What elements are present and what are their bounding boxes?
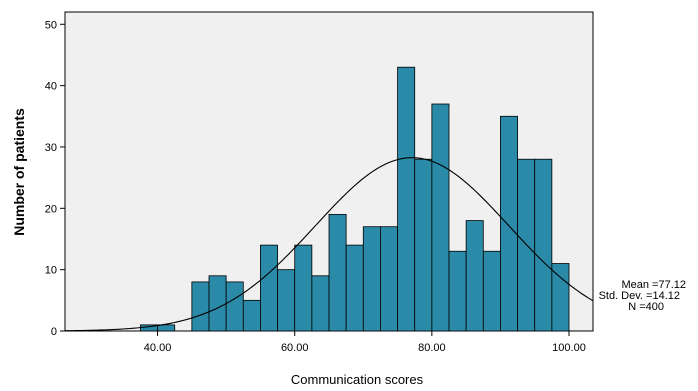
histogram-bar-9 bbox=[311, 275, 330, 332]
histogram-bar-17 bbox=[448, 250, 467, 332]
y-tick-label-1: 10 bbox=[45, 265, 57, 277]
histogram-bars bbox=[140, 66, 570, 332]
y-tick-label-5: 50 bbox=[45, 19, 57, 31]
histogram-bar-7 bbox=[277, 269, 296, 332]
x-axis-title: Communication scores bbox=[291, 372, 424, 387]
x-tick-label-0: 40.00 bbox=[144, 342, 172, 354]
histogram-bar-11 bbox=[345, 244, 364, 332]
y-tick-label-3: 30 bbox=[45, 142, 57, 154]
histogram-bar-20 bbox=[500, 115, 518, 332]
histogram-bar-3 bbox=[208, 275, 227, 332]
y-tick-label-4: 40 bbox=[45, 81, 57, 93]
histogram-bar-18 bbox=[465, 220, 484, 332]
histogram-bar-14 bbox=[397, 66, 416, 332]
histogram-bar-8 bbox=[294, 244, 313, 332]
x-axis: 40.00 60.00 80.00 100.00 bbox=[144, 331, 586, 354]
stat-mean: Mean =77.12 bbox=[621, 279, 686, 291]
y-tick-label-2: 20 bbox=[45, 203, 57, 215]
histogram-bar-12 bbox=[362, 226, 381, 332]
histogram-bar-5 bbox=[242, 299, 261, 332]
histogram-bar-10 bbox=[328, 214, 347, 332]
histogram-bar-13 bbox=[380, 226, 398, 332]
y-axis: 0 10 20 30 40 50 bbox=[45, 19, 65, 338]
histogram-bar-22 bbox=[534, 158, 553, 332]
x-tick-label-1: 60.00 bbox=[281, 342, 309, 354]
histogram-bar-2 bbox=[191, 281, 210, 332]
x-tick-label-3: 100.00 bbox=[552, 342, 586, 354]
stat-n: N =400 bbox=[628, 301, 664, 313]
x-tick-label-2: 80.00 bbox=[418, 342, 446, 354]
histogram-bar-6 bbox=[260, 244, 278, 332]
y-axis-title: Number of patients bbox=[11, 108, 27, 236]
histogram-bar-23 bbox=[551, 263, 570, 332]
histogram-bar-4 bbox=[225, 281, 244, 332]
histogram-bar-15 bbox=[414, 158, 433, 332]
stat-std-dev: Std. Dev. =14.12 bbox=[599, 290, 680, 302]
y-tick-label-0: 0 bbox=[51, 326, 57, 338]
normal-curve bbox=[64, 157, 594, 332]
histogram-bar-1 bbox=[157, 324, 176, 332]
histogram-bar-16 bbox=[431, 103, 450, 332]
histogram-bar-19 bbox=[482, 250, 501, 332]
